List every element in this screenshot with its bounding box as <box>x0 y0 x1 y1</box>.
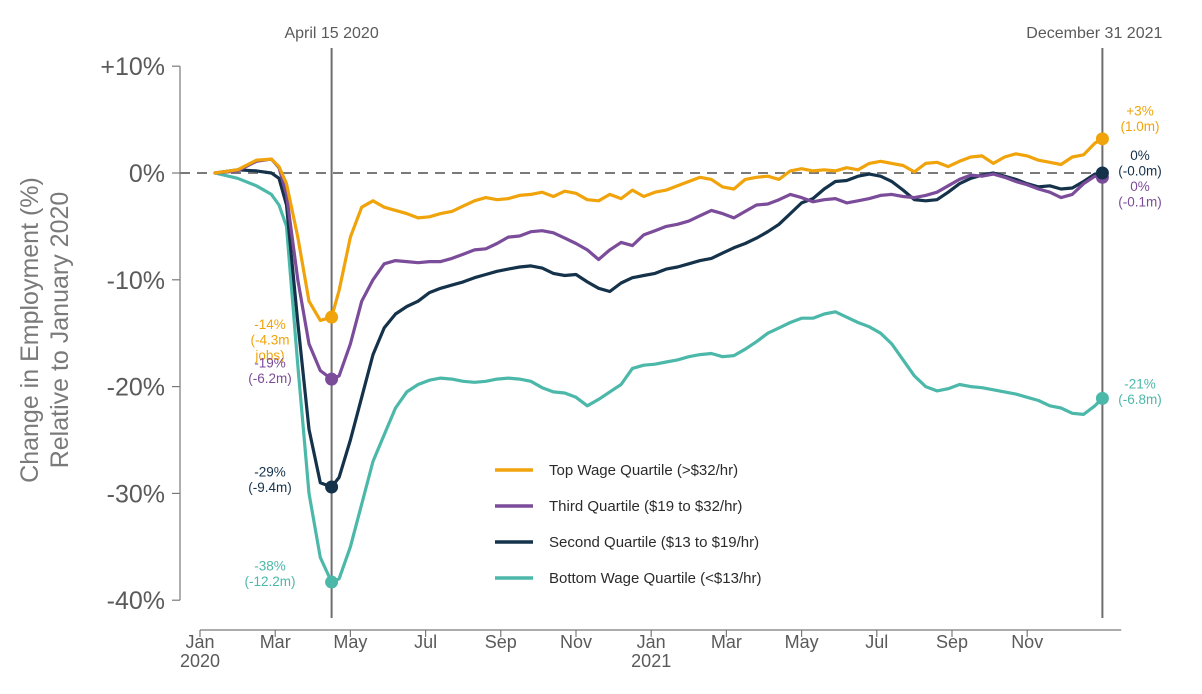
x-tick-year-label: 2021 <box>631 651 671 671</box>
annotation-label: -21% <box>1124 377 1156 392</box>
annotation-label: 0% <box>1130 179 1150 194</box>
series-line <box>213 168 1104 489</box>
legend-label: Third Quartile ($19 to $32/hr) <box>549 498 742 515</box>
series-marker <box>325 372 339 386</box>
annotation-label: (-6.8m) <box>1118 392 1162 407</box>
y-tick-label: -40% <box>107 587 165 615</box>
series-marker <box>325 310 339 324</box>
y-tick-label: +10% <box>100 53 165 81</box>
series-line <box>213 171 1104 584</box>
annotation-label: (-12.2m) <box>244 574 295 589</box>
annotation-label: (-0.0m) <box>1118 164 1162 179</box>
y-axis-title: Change in Employment (%) Relative to Jan… <box>16 177 74 483</box>
series-marker <box>1095 391 1109 405</box>
date-reference-label: December 31 2021 <box>1026 25 1162 42</box>
x-tick-year-label: 2020 <box>180 651 220 671</box>
x-tick-label: Jan <box>185 632 214 652</box>
y-tick-label: -10% <box>107 267 165 295</box>
x-tick-label: Mar <box>711 632 742 652</box>
annotation-label: -38% <box>254 558 286 573</box>
annotation-label: 0% <box>1130 148 1150 163</box>
legend: Top Wage Quartile (>$32/hr) Third Quartil… <box>495 462 761 587</box>
annotation-label: jobs) <box>254 348 284 363</box>
x-tick-label: Jan <box>637 632 666 652</box>
series-marker <box>325 575 339 589</box>
x-tick-label: May <box>333 632 367 652</box>
x-tick-label: Mar <box>260 632 291 652</box>
y-axis-title-line-2: Relative to January 2020 <box>46 192 74 469</box>
annotation-label: (1.0m) <box>1120 119 1159 134</box>
legend-label: Second Quartile ($13 to $19/hr) <box>549 534 759 551</box>
annotation-label: (-0.1m) <box>1118 195 1162 210</box>
series-line <box>213 137 1104 322</box>
series-marker <box>1095 166 1109 180</box>
x-tick-label: Jul <box>865 632 888 652</box>
series-lines <box>213 137 1104 584</box>
date-reference-label: April 15 2020 <box>284 25 378 42</box>
annotation-label: (-4.3m <box>250 332 289 347</box>
x-tick-label: Sep <box>936 632 968 652</box>
annotation-label: (-6.2m) <box>248 371 292 386</box>
annotation-label: +3% <box>1126 103 1153 118</box>
annotation-label: -29% <box>254 464 286 479</box>
annotation-label: -19% <box>254 355 286 370</box>
y-tick-label: -30% <box>107 480 165 508</box>
series-marker <box>325 480 339 494</box>
x-tick-label: May <box>785 632 819 652</box>
x-tick-label: Nov <box>1011 632 1043 652</box>
y-axis-title-line-1: Change in Employment (%) <box>16 177 44 483</box>
annotation-label: -14% <box>254 317 286 332</box>
series-marker <box>1095 132 1109 146</box>
x-tick-label: Nov <box>560 632 592 652</box>
series-markers <box>325 132 1109 589</box>
x-tick-label: Jul <box>414 632 437 652</box>
legend-label: Bottom Wage Quartile (<$13/hr) <box>549 570 761 587</box>
legend-label: Top Wage Quartile (>$32/hr) <box>549 462 738 479</box>
y-tick-label: 0% <box>129 160 165 188</box>
annotation-label: (-9.4m) <box>248 480 292 495</box>
series-line <box>213 157 1104 381</box>
x-tick-label: Sep <box>485 632 517 652</box>
y-tick-label: -20% <box>107 374 165 402</box>
